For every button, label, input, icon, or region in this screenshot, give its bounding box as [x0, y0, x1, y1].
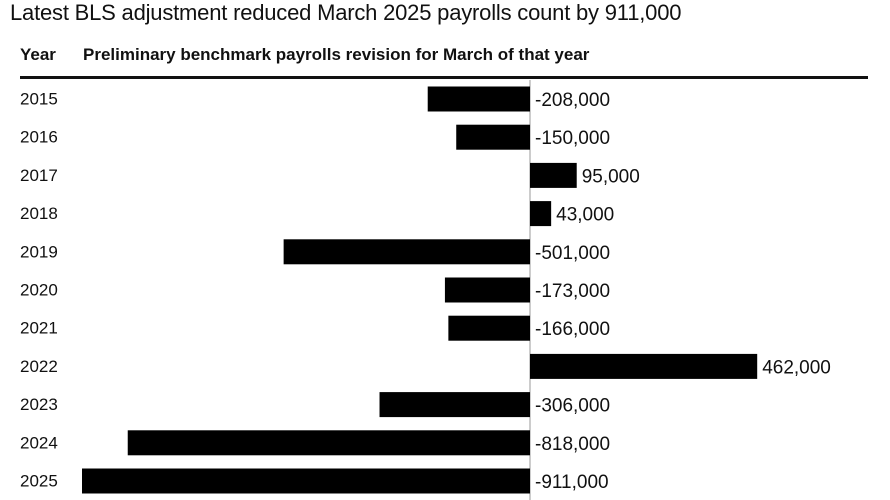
year-label: 2018 — [20, 204, 58, 223]
bar-2025 — [82, 468, 530, 494]
value-column-header: Preliminary benchmark payrolls revision … — [83, 45, 590, 64]
bar-2020 — [444, 277, 530, 303]
bar-2015 — [427, 86, 530, 112]
bar-2022 — [530, 353, 758, 379]
value-label: -208,000 — [535, 90, 610, 111]
value-label: 95,000 — [582, 166, 640, 187]
year-label: 2015 — [20, 89, 58, 108]
year-label: 2023 — [20, 395, 58, 414]
value-label: 462,000 — [762, 357, 831, 378]
value-label: -166,000 — [535, 319, 610, 340]
value-label: -150,000 — [535, 128, 610, 149]
bar-2016 — [456, 124, 530, 150]
year-label: 2016 — [20, 128, 58, 147]
value-label: -306,000 — [535, 396, 610, 417]
bar-2017 — [530, 162, 577, 188]
chart-title: Latest BLS adjustment reduced March 2025… — [10, 0, 682, 25]
year-label: 2025 — [20, 471, 58, 490]
value-label: -911,000 — [535, 472, 609, 493]
value-label: -501,000 — [535, 243, 610, 264]
year-label: 2024 — [20, 433, 58, 452]
value-label: -818,000 — [535, 434, 610, 455]
year-label: 2017 — [20, 166, 58, 185]
header-rule — [20, 76, 868, 79]
year-label: 2020 — [20, 280, 58, 299]
year-label: 2019 — [20, 242, 58, 261]
bar-2024 — [127, 430, 530, 456]
bar-2021 — [448, 315, 530, 341]
bar-2018 — [530, 201, 552, 227]
bar-2023 — [379, 392, 530, 418]
value-label: 43,000 — [556, 205, 614, 226]
bar-2019 — [283, 239, 530, 265]
year-column-header: Year — [20, 45, 56, 64]
year-label: 2021 — [20, 319, 58, 338]
year-label: 2022 — [20, 357, 58, 376]
value-label: -173,000 — [535, 281, 610, 302]
